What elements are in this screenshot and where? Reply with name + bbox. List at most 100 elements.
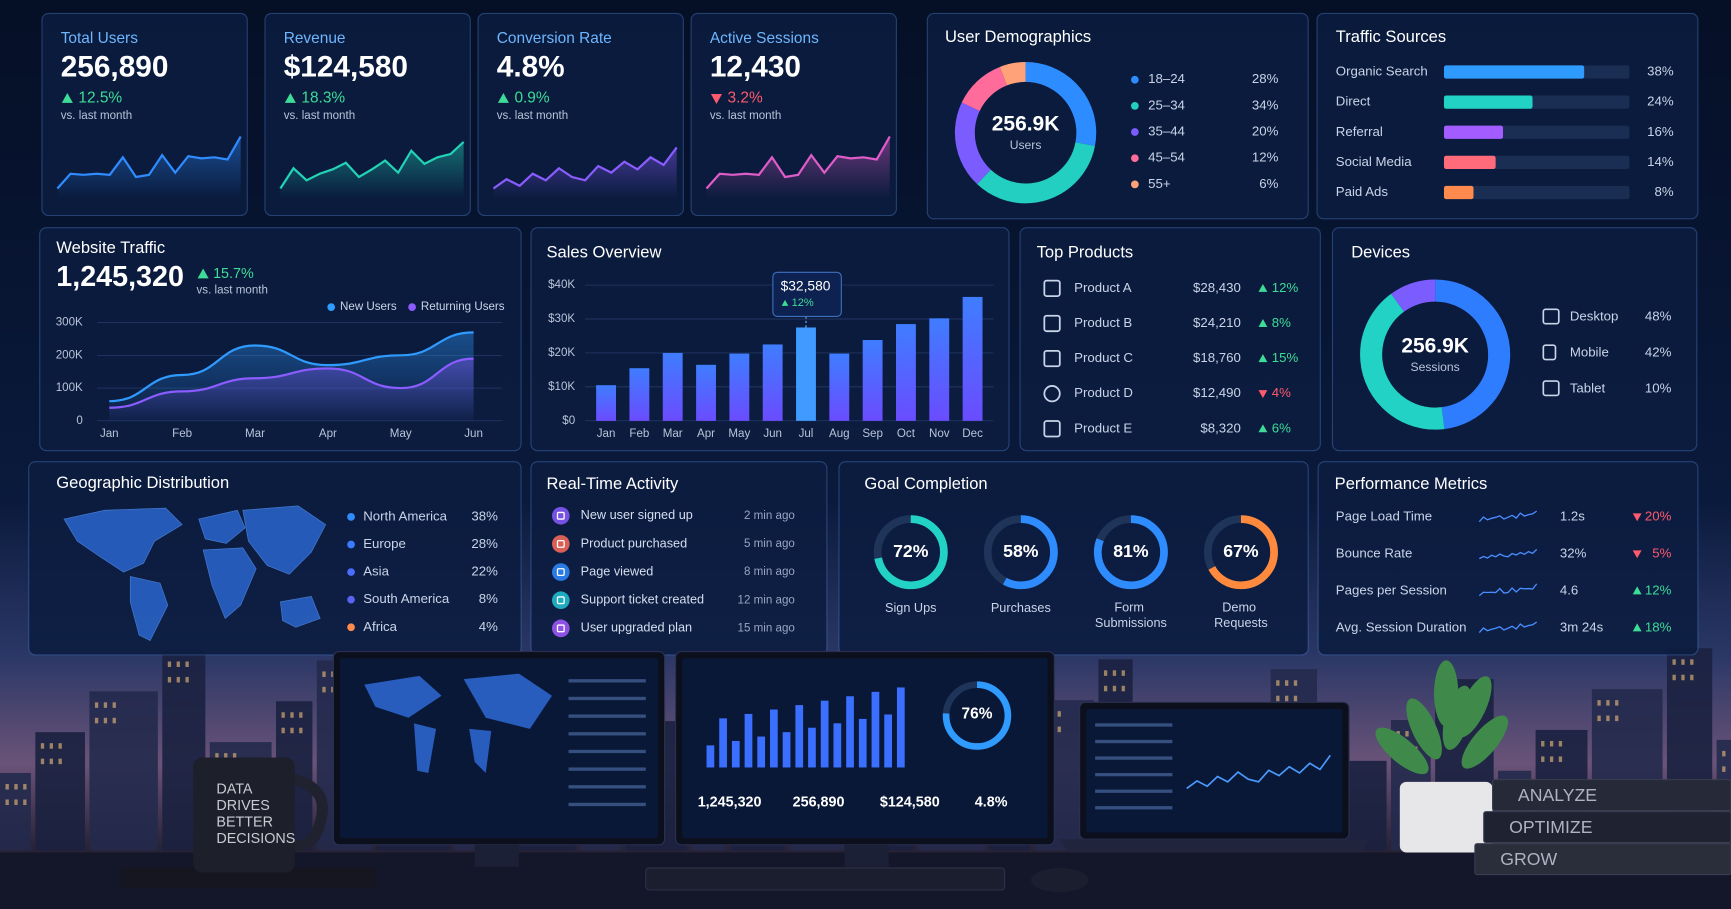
x-tick-label: Apr <box>319 428 337 440</box>
laptop-screen <box>1086 708 1343 833</box>
building-window <box>1690 674 1694 681</box>
activity-time: 2 min ago <box>744 510 795 522</box>
building-window <box>1672 674 1676 681</box>
metric-note: vs. last month <box>197 285 268 297</box>
kpi-value: 256,890 <box>61 51 169 84</box>
laptop-row <box>1095 789 1173 793</box>
product-change: 8% <box>1272 315 1291 330</box>
product-icon <box>1043 385 1061 403</box>
building-window <box>1112 685 1117 692</box>
building-window <box>1293 680 1298 686</box>
activity-time: 5 min ago <box>744 538 795 550</box>
sparkline-area <box>57 136 241 199</box>
legend-dot <box>327 303 336 311</box>
building-window <box>299 727 303 734</box>
activity-text: User upgraded plan <box>581 621 692 635</box>
activity-time: 8 min ago <box>744 566 795 578</box>
x-tick-label: Oct <box>897 428 916 440</box>
goal-ring <box>1203 515 1278 590</box>
bar <box>662 352 683 421</box>
y-tick-label: 0 <box>76 415 82 427</box>
mini-bar <box>884 714 892 768</box>
building <box>89 691 158 851</box>
bar <box>596 385 617 421</box>
building-window <box>290 727 294 734</box>
building-window <box>176 661 180 668</box>
panel <box>530 227 1010 452</box>
building-window <box>185 676 189 683</box>
mouse <box>1031 867 1089 893</box>
x-tick-label: Jan <box>597 428 616 440</box>
goal-value: 81% <box>1113 541 1149 561</box>
building-window <box>112 702 116 708</box>
metric-sparkline <box>1478 548 1538 560</box>
activity-icon <box>551 563 570 581</box>
legend-dot <box>1131 102 1139 110</box>
source-value: 16% <box>1647 124 1674 139</box>
product-name: Product C <box>1074 350 1133 365</box>
x-tick-label: May <box>728 428 750 440</box>
mini-bar <box>770 709 778 768</box>
bar <box>929 318 950 421</box>
product-icon <box>1043 314 1061 333</box>
activity-icon-glyph <box>556 539 565 548</box>
activity-icon <box>551 506 570 525</box>
building-window <box>281 727 285 734</box>
laptop-row <box>1095 756 1173 760</box>
goal-label: Purchases <box>991 601 1051 615</box>
activity-icon <box>551 535 570 553</box>
legend-value: 42% <box>1645 344 1672 359</box>
panel-title: Devices <box>1351 242 1410 261</box>
x-tick-label: May <box>390 428 412 440</box>
building-window <box>40 743 45 749</box>
mini-row <box>568 767 646 771</box>
product-change: 4% <box>1272 385 1291 400</box>
metric-sparkline <box>1478 621 1538 634</box>
source-label: Social Media <box>1336 154 1412 169</box>
device-icon <box>1542 380 1560 397</box>
mug-text: DATA <box>216 781 253 797</box>
legend-label: 18–24 <box>1148 71 1185 86</box>
mini-bar <box>706 745 715 768</box>
laptop-row <box>1095 723 1173 727</box>
mini-row <box>568 749 646 754</box>
bar <box>829 353 850 421</box>
building-window <box>322 686 326 693</box>
building-window <box>185 661 189 668</box>
source-label: Paid Ads <box>1336 184 1389 199</box>
product-value: $24,210 <box>1193 315 1241 330</box>
sparkline <box>279 141 465 190</box>
panel-title: User Demographics <box>945 27 1091 46</box>
building-window <box>1057 711 1061 717</box>
panel <box>1019 227 1321 452</box>
line-area <box>109 358 474 421</box>
product-value: $18,760 <box>1193 350 1241 365</box>
mini-bar <box>871 691 880 768</box>
activity-text: Page viewed <box>581 564 654 578</box>
laptop-chart <box>1186 754 1331 790</box>
metric-name: Avg. Session Duration <box>1336 619 1467 634</box>
activity-icon-glyph <box>556 511 565 520</box>
activity-icon-glyph <box>556 596 565 605</box>
trend-arrow <box>1258 319 1268 327</box>
product-name: Product B <box>1074 315 1132 330</box>
legend-value: 6% <box>1259 176 1278 191</box>
building-window <box>1722 766 1726 772</box>
kpi-change: 0.9% <box>514 90 549 107</box>
kpi-change: 3.2% <box>728 90 763 107</box>
building-window <box>1285 680 1289 686</box>
metric-value: 4.6 <box>1560 582 1578 597</box>
monitor-stat: 4.8% <box>975 795 1008 811</box>
activity-text: New user signed up <box>581 508 693 522</box>
building-window <box>1121 685 1125 692</box>
kpi-title: Total Users <box>61 30 138 47</box>
bar <box>696 364 716 421</box>
product-change: 15% <box>1272 350 1299 365</box>
laptop-row <box>1095 739 1173 744</box>
building-window <box>1597 715 1601 722</box>
product-change: 12% <box>1272 280 1299 295</box>
building-window <box>1606 715 1610 722</box>
metric-name: Bounce Rate <box>1336 545 1413 560</box>
metric-change: 15.7% <box>213 266 254 282</box>
building-window <box>232 753 237 759</box>
